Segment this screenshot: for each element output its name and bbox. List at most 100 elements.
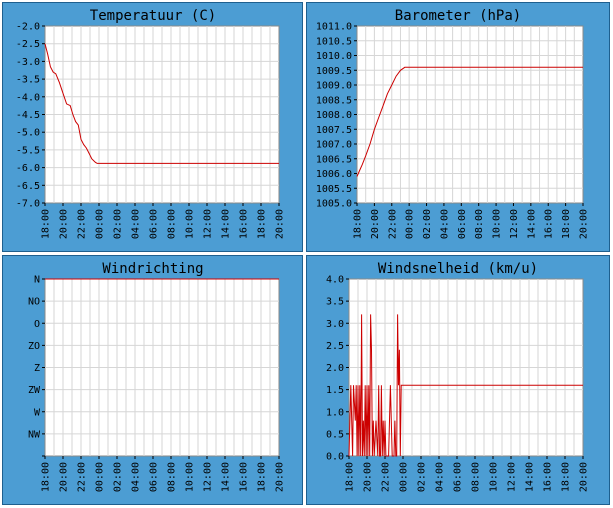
y-tick-label: 2.0 (326, 363, 344, 374)
x-tick-label: 20:00 (363, 462, 374, 492)
y-tick-label: 0.5 (326, 429, 344, 440)
y-tick-label: -4.5 (16, 110, 40, 121)
x-tick-label: 22:00 (387, 209, 398, 239)
x-tick-label: 04:00 (131, 462, 142, 492)
y-tick-label: 1009.0 (316, 81, 352, 92)
x-tick-label: 10:00 (185, 209, 196, 239)
y-tick-label: -6.5 (16, 181, 40, 192)
x-tick-label: 18:00 (561, 462, 572, 492)
x-tick-label: 08:00 (167, 462, 178, 492)
x-tick-label: 18:00 (257, 209, 268, 239)
chart-title: Windsnelheid (km/u) (378, 261, 538, 277)
y-tick-label: 1008.5 (316, 95, 352, 106)
x-tick-label: 12:00 (509, 209, 520, 239)
chart-windsnelheid: Windsnelheid (km/u) 4.0 3.5 3.0 2.5 2.0 1.5 1.0… (326, 261, 590, 492)
x-tick-label: 02:00 (422, 209, 433, 239)
y-tick-label: 1010.5 (316, 36, 352, 47)
chart-panel-temperatuur: Temperatuur (C) -2.0 -2.5 -3.0 -3.5 -4.0 -4.5 -… (2, 2, 303, 252)
chart-panel-windrichting: Windrichting N NO O ZO Z ZW W NW 18:00 20:00 22:00 0… (2, 255, 303, 505)
x-tick-label: 18:00 (41, 462, 52, 492)
x-tick-label: 18:00 (561, 209, 572, 239)
x-tick-label: 20:00 (579, 462, 590, 492)
x-tick-label: 12:00 (203, 462, 214, 492)
x-tick-label: 22:00 (381, 462, 392, 492)
x-tick-label: 04:00 (435, 462, 446, 492)
x-tick-label: 16:00 (239, 462, 250, 492)
x-tick-label: 20:00 (275, 462, 286, 492)
y-tick-label: 1007.5 (316, 125, 352, 136)
chart-panel-barometer: Barometer (hPa) 1011.0 1010.5 1010.0 1009.5 1… (306, 2, 610, 252)
y-tick-label: 1005.0 (316, 199, 352, 210)
x-tick-label: 02:00 (417, 462, 428, 492)
x-tick-label: 04:00 (439, 209, 450, 239)
chart-title: Barometer (hPa) (395, 8, 521, 24)
x-tick-label: 10:00 (185, 462, 196, 492)
x-tick-label: 12:00 (507, 462, 518, 492)
x-tick-label: 04:00 (131, 209, 142, 239)
x-tick-label: 22:00 (77, 209, 88, 239)
y-tick-label: NO (28, 297, 40, 308)
x-tick-label: 18:00 (257, 462, 268, 492)
y-tick-label: 1007.0 (316, 140, 352, 151)
x-tick-label: 06:00 (457, 209, 468, 239)
y-tick-label: 1005.5 (316, 184, 352, 195)
x-tick-label: 18:00 (353, 209, 364, 239)
x-tick-label: 08:00 (167, 209, 178, 239)
chart-title: Windrichting (102, 261, 203, 277)
x-tick-label: 20:00 (370, 209, 381, 239)
x-tick-label: 06:00 (149, 462, 160, 492)
x-tick-label: 06:00 (149, 209, 160, 239)
chart-barometer: Barometer (hPa) 1011.0 1010.5 1010.0 1009.5 1… (316, 8, 590, 239)
y-tick-label: 1011.0 (316, 22, 352, 33)
chart-title: Temperatuur (C) (90, 8, 216, 24)
y-tick-label: 3.0 (326, 319, 344, 330)
y-tick-label: ZO (28, 341, 40, 352)
y-tick-label: N (34, 275, 40, 286)
y-tick-label: -5.0 (16, 128, 40, 139)
y-tick-label: -6.0 (16, 163, 40, 174)
x-tick-label: 20:00 (59, 209, 70, 239)
series-line (356, 66, 583, 177)
y-tick-label: -2.5 (16, 39, 40, 50)
x-tick-label: 16:00 (239, 209, 250, 239)
y-tick-label: Z (34, 363, 40, 374)
y-tick-label: 1.0 (326, 407, 344, 418)
x-tick-label: 18:00 (41, 209, 52, 239)
y-tick-label: O (34, 319, 40, 330)
y-tick-label: -3.0 (16, 57, 40, 68)
x-tick-label: 20:00 (275, 209, 286, 239)
x-tick-label: 00:00 (95, 462, 106, 492)
x-tick-label: 14:00 (221, 209, 232, 239)
y-tick-label: 1006.5 (316, 154, 352, 165)
x-tick-label: 08:00 (471, 462, 482, 492)
x-tick-label: 16:00 (544, 209, 555, 239)
y-tick-label: 1006.0 (316, 169, 352, 180)
y-tick-label: 3.5 (326, 297, 344, 308)
x-tick-label: 14:00 (221, 462, 232, 492)
y-tick-label: 1.5 (326, 385, 344, 396)
x-tick-label: 02:00 (113, 209, 124, 239)
x-tick-label: 22:00 (77, 462, 88, 492)
y-tick-label: -3.5 (16, 75, 40, 86)
x-tick-label: 10:00 (492, 209, 503, 239)
y-tick-label: 1009.5 (316, 66, 352, 77)
chart-windrichting: Windrichting N NO O ZO Z ZW W NW 18:00 20:00 22:00 0… (28, 261, 286, 492)
y-tick-label: 1008.0 (316, 110, 352, 121)
y-tick-label: -2.0 (16, 22, 40, 33)
y-tick-label: 0.0 (326, 452, 344, 463)
y-tick-label: 4.0 (326, 275, 344, 286)
y-tick-label: 2.5 (326, 341, 344, 352)
x-tick-label: 00:00 (405, 209, 416, 239)
chart-panel-windsnelheid: Windsnelheid (km/u) 4.0 3.5 3.0 2.5 2.0 1.5 1.0… (306, 255, 610, 505)
y-tick-label: 1010.0 (316, 51, 352, 62)
x-tick-label: 02:00 (113, 462, 124, 492)
x-tick-label: 08:00 (474, 209, 485, 239)
x-tick-label: 10:00 (489, 462, 500, 492)
y-tick-label: -7.0 (16, 199, 40, 210)
x-tick-label: 16:00 (543, 462, 554, 492)
x-tick-label: 00:00 (399, 462, 410, 492)
x-tick-label: 00:00 (95, 209, 106, 239)
x-tick-label: 20:00 (579, 209, 590, 239)
series-line (44, 43, 279, 164)
x-tick-label: 06:00 (453, 462, 464, 492)
